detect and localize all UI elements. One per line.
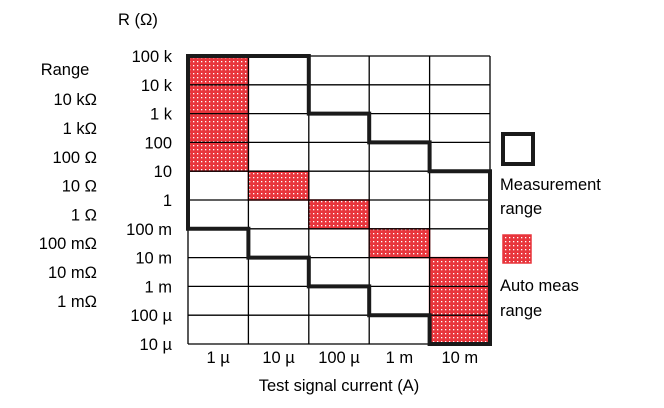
measurement-range-boundary: [186, 54, 492, 346]
y-tick-label: 100 µ: [130, 307, 172, 325]
y-tick-label: 100: [144, 134, 172, 152]
range-label: 100 Ω: [53, 149, 97, 167]
y-tick-label: 1: [163, 192, 172, 210]
y-tick-label: 10: [154, 163, 172, 181]
range-label: 1 Ω: [71, 206, 97, 224]
y-tick-label: 10 k: [141, 77, 173, 95]
range-label: 1 mΩ: [57, 293, 97, 311]
auto-range-cell-4: [428, 256, 491, 345]
x-axis-title: Test signal current (A): [259, 377, 419, 395]
legend-auto-swatch: [502, 234, 532, 264]
range-label: 10 kΩ: [53, 91, 97, 109]
range-column-title: Range: [41, 61, 90, 79]
y-tick-label: 10 µ: [140, 336, 173, 354]
range-label: 100 mΩ: [39, 235, 97, 253]
range-label: 10 mΩ: [48, 264, 97, 282]
auto-range-cell-2: [308, 199, 370, 230]
y-tick-label: 1 m: [144, 278, 172, 296]
range-label: 10 Ω: [62, 178, 97, 196]
y-tick-label: 10 m: [135, 250, 172, 268]
legend-measurement-label: Measurement: [500, 176, 601, 194]
y-tick-label: 100 k: [132, 48, 173, 66]
x-tick-label: 10 m: [441, 349, 478, 367]
range-label: 1 kΩ: [63, 120, 97, 138]
x-tick-label: 10 µ: [262, 349, 295, 367]
x-tick-label: 1 m: [386, 349, 414, 367]
legend-measurement-label: range: [500, 200, 542, 218]
y-tick-label: 100 m: [126, 221, 172, 239]
auto-range-cell-1: [247, 170, 310, 201]
y-tick-label: 1 k: [150, 106, 173, 124]
x-tick-label: 100 µ: [318, 349, 360, 367]
x-tick-label: 1 µ: [207, 349, 231, 367]
auto-range-cell-3: [368, 228, 431, 259]
y-axis-title: R (Ω): [118, 11, 158, 29]
legend-auto-label: range: [500, 302, 542, 320]
legend-auto-label: Auto meas: [500, 277, 579, 295]
legend-measurement-swatch: [501, 132, 535, 166]
